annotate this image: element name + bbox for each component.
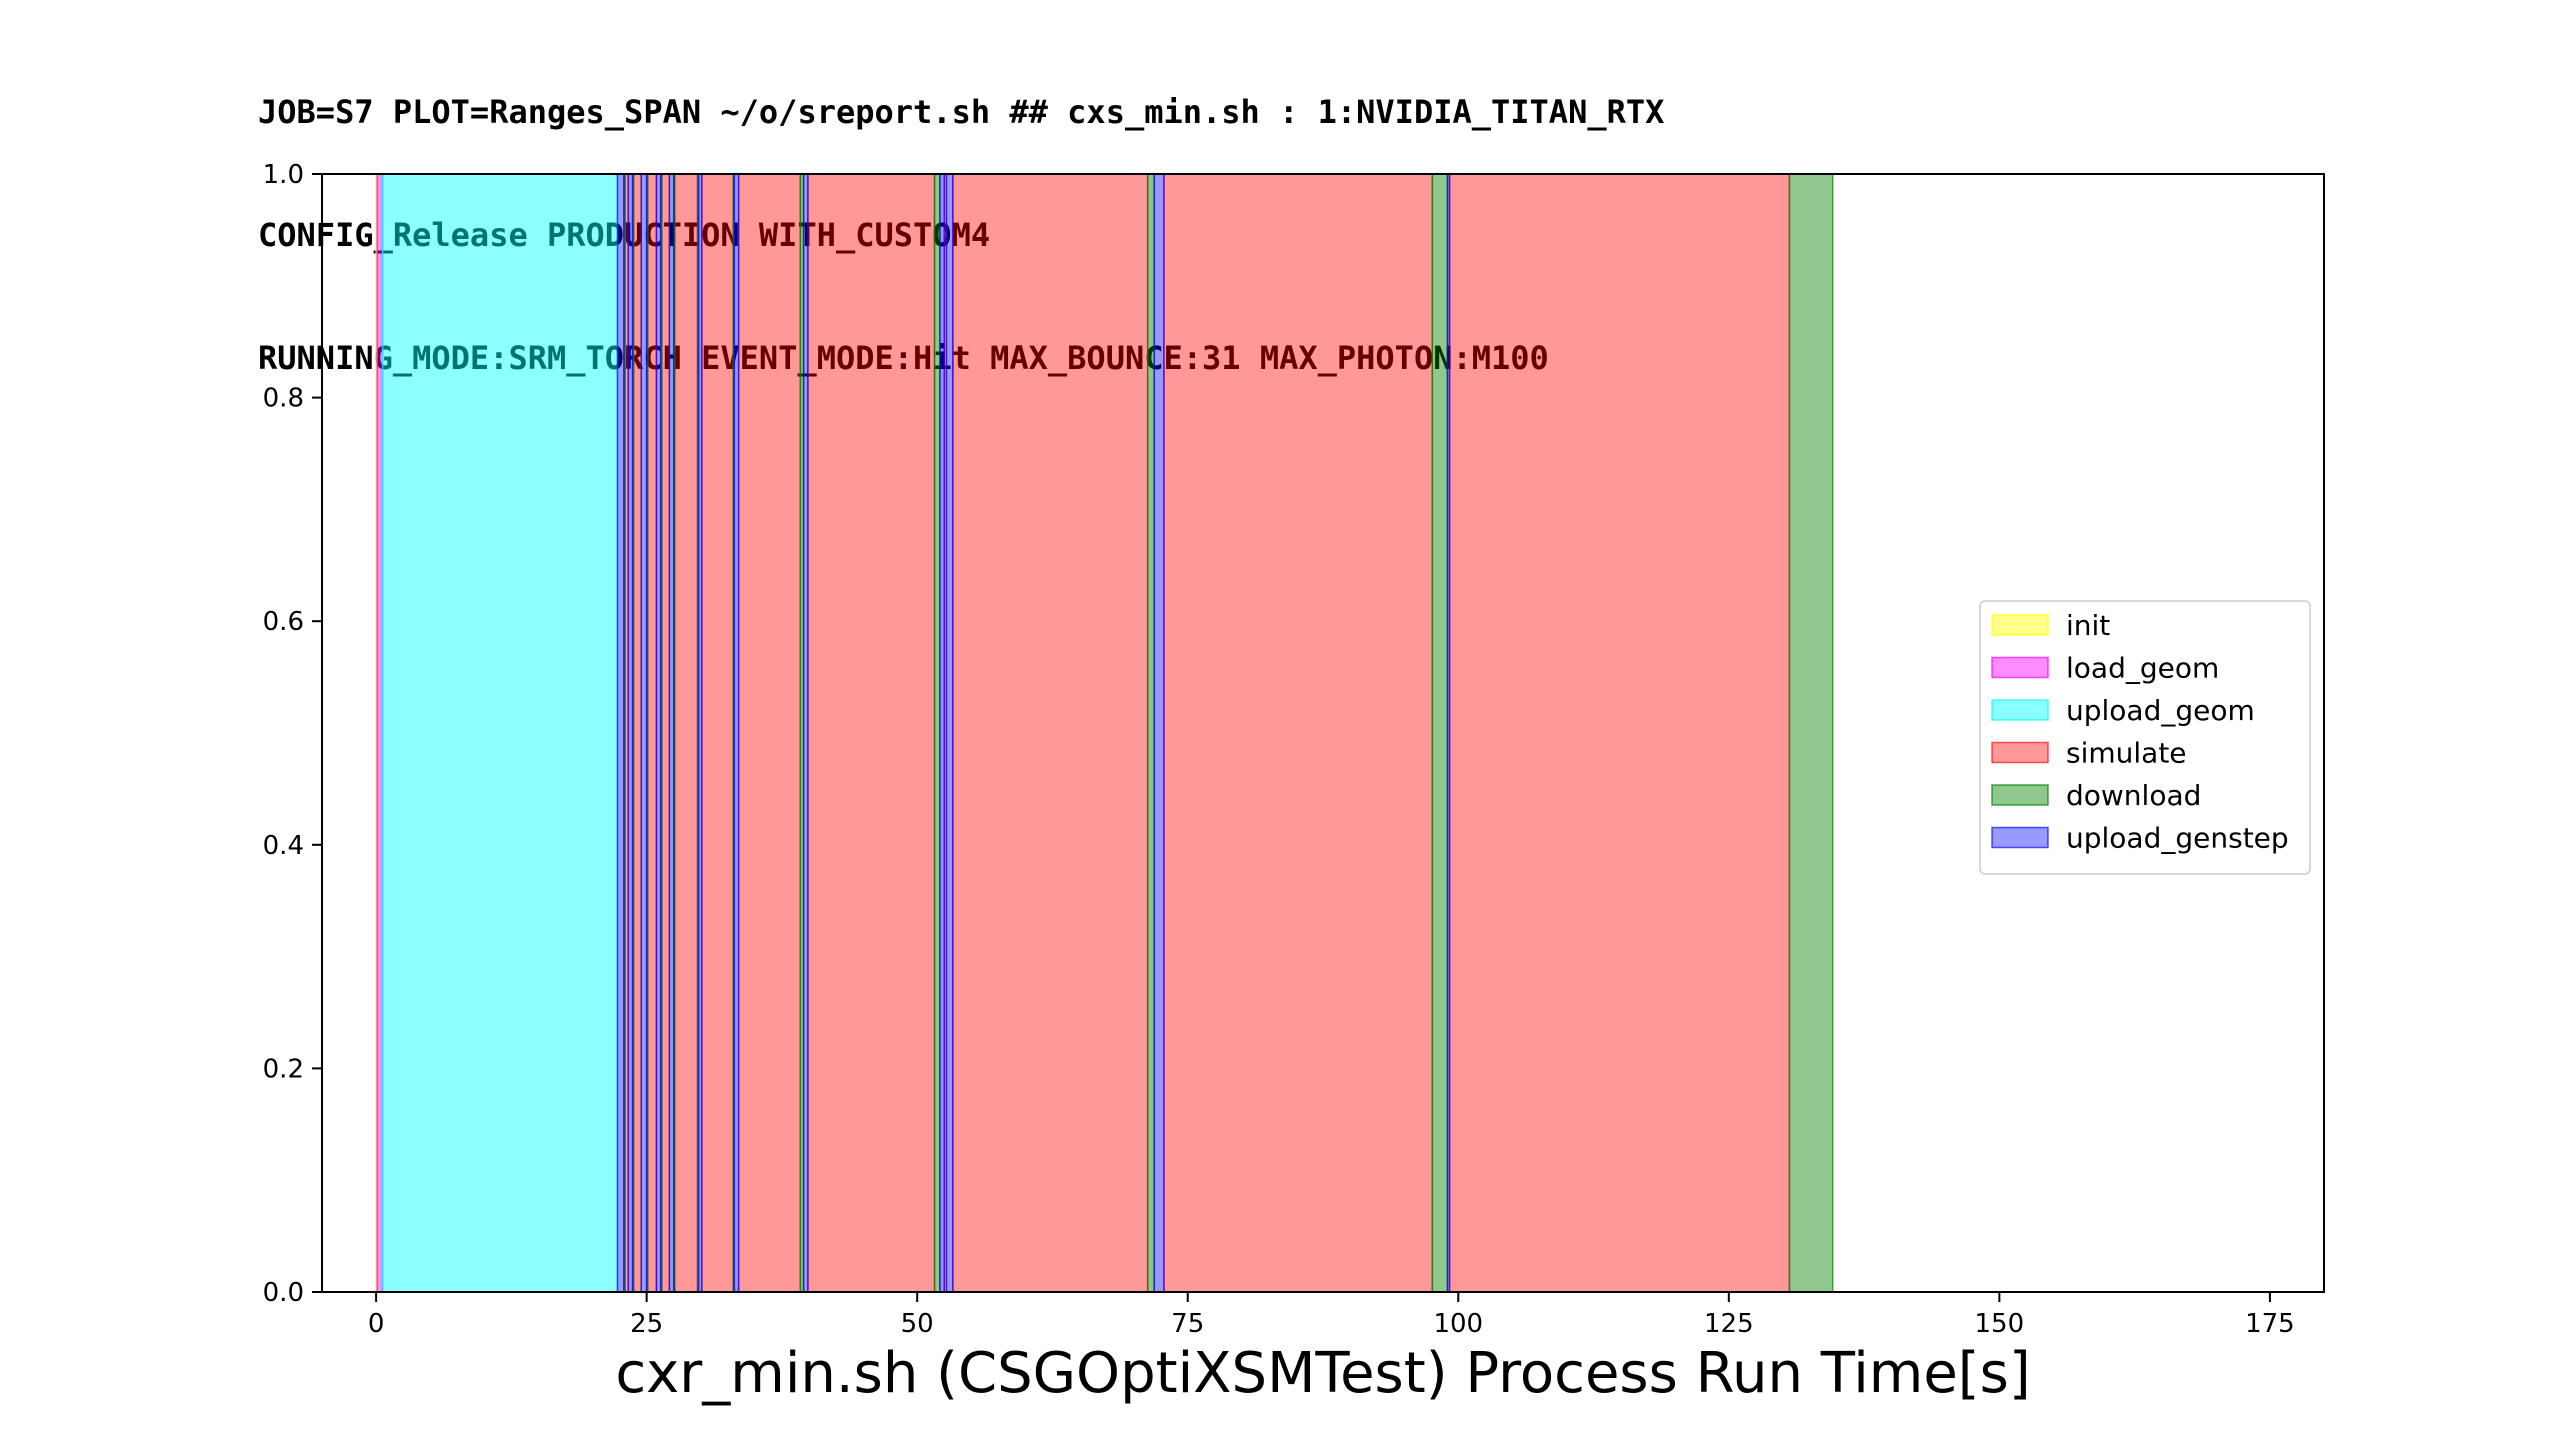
span-download-11 [1788,173,1834,1293]
legend-swatch-load_geom [1991,656,2049,679]
span-upload_genstep-10 [1153,173,1165,1293]
span-simulate-5 [701,173,734,1293]
legend-label-download: download [2066,779,2201,812]
span-upload_genstep-3 [655,173,662,1293]
axis-ticks: 0 25 50 75 100 125 150 175 0.0 0.2 0.4 0.6 0.8 1.0 [263,160,2295,1339]
span-upload_genstep-8 [939,173,945,1293]
legend-label-load_geom: load_geom [2066,652,2219,685]
legend: init load_geom upload_geom simulate download… [1979,600,2311,875]
y-tick-label-1.0: 1.0 [263,160,304,190]
span-upload_genstep-5 [697,173,703,1293]
span-load_geom-0 [376,173,384,1293]
span-simulate-7 [807,173,936,1293]
span-upload_genstep-9 [945,173,954,1293]
x-tick-label-75: 75 [1171,1309,1204,1339]
x-tick-label-175: 175 [2245,1309,2295,1339]
y-tick-label-0.4: 0.4 [263,831,304,861]
title-line-3: RUNNING_MODE:SRM_TORCH EVENT_MODE:Hit MA… [258,339,1549,377]
y-tick-label-0.0: 0.0 [263,1278,304,1308]
span-upload_genstep-4 [668,173,675,1293]
y-tick-label-0.2: 0.2 [263,1054,304,1084]
x-tick-label-150: 150 [1975,1309,2025,1339]
x-axis-label: cxr_min.sh (CSGOptiXSMTest) Process Run … [615,1341,2030,1406]
x-tick-label-25: 25 [630,1309,663,1339]
title-line-1: JOB=S7 PLOT=Ranges_SPAN ~/o/sreport.sh #… [258,93,1665,131]
legend-swatch-upload_geom [1991,699,2049,721]
span-upload_genstep-7 [802,173,809,1293]
y-tick-label-0.8: 0.8 [263,384,304,414]
span-simulate-4 [674,173,699,1293]
spans-layer [375,173,1834,1293]
span-upload_genstep-11 [1446,173,1451,1293]
x-tick-label-100: 100 [1433,1309,1483,1339]
span-upload_genstep-2 [640,173,648,1293]
legend-label-simulate: simulate [2066,737,2187,770]
x-tick-label-0: 0 [368,1309,385,1339]
span-upload_geom-0 [381,173,619,1293]
span-simulate-10 [1163,173,1434,1293]
y-tick-label-0.6: 0.6 [263,607,304,637]
span-simulate-11 [1448,173,1791,1293]
x-tick-label-125: 125 [1704,1309,1754,1339]
span-simulate-1 [632,173,642,1293]
legend-swatch-download [1991,784,2049,806]
legend-label-init: init [2066,609,2110,642]
plot-frame [321,173,2325,1293]
span-simulate-2 [646,173,658,1293]
span-simulate-6 [737,173,802,1293]
title-line-2: CONFIG_Release PRODUCTION WITH_CUSTOM4 [258,216,991,254]
span-upload_genstep-1 [627,173,634,1293]
span-download-9 [1146,173,1155,1293]
span-upload_genstep-6 [733,173,740,1293]
legend-box [1979,600,2311,875]
legend-swatch-simulate [1991,741,2049,764]
span-simulate-9 [952,173,1149,1293]
span-download-8 [933,173,941,1293]
legend-label-upload_geom: upload_geom [2066,694,2255,727]
legend-swatch-init [1991,614,2049,636]
span-download-10 [1431,173,1449,1293]
span-upload_genstep-0 [616,173,625,1293]
x-tick-label-50: 50 [901,1309,934,1339]
chart-title: JOB=S7 PLOT=Ranges_SPAN ~/o/sreport.sh #… [258,10,1664,420]
legend-swatch-upload_genstep [1991,826,2049,849]
span-simulate-3 [661,173,671,1293]
legend-label-upload_genstep: upload_genstep [2066,822,2289,855]
